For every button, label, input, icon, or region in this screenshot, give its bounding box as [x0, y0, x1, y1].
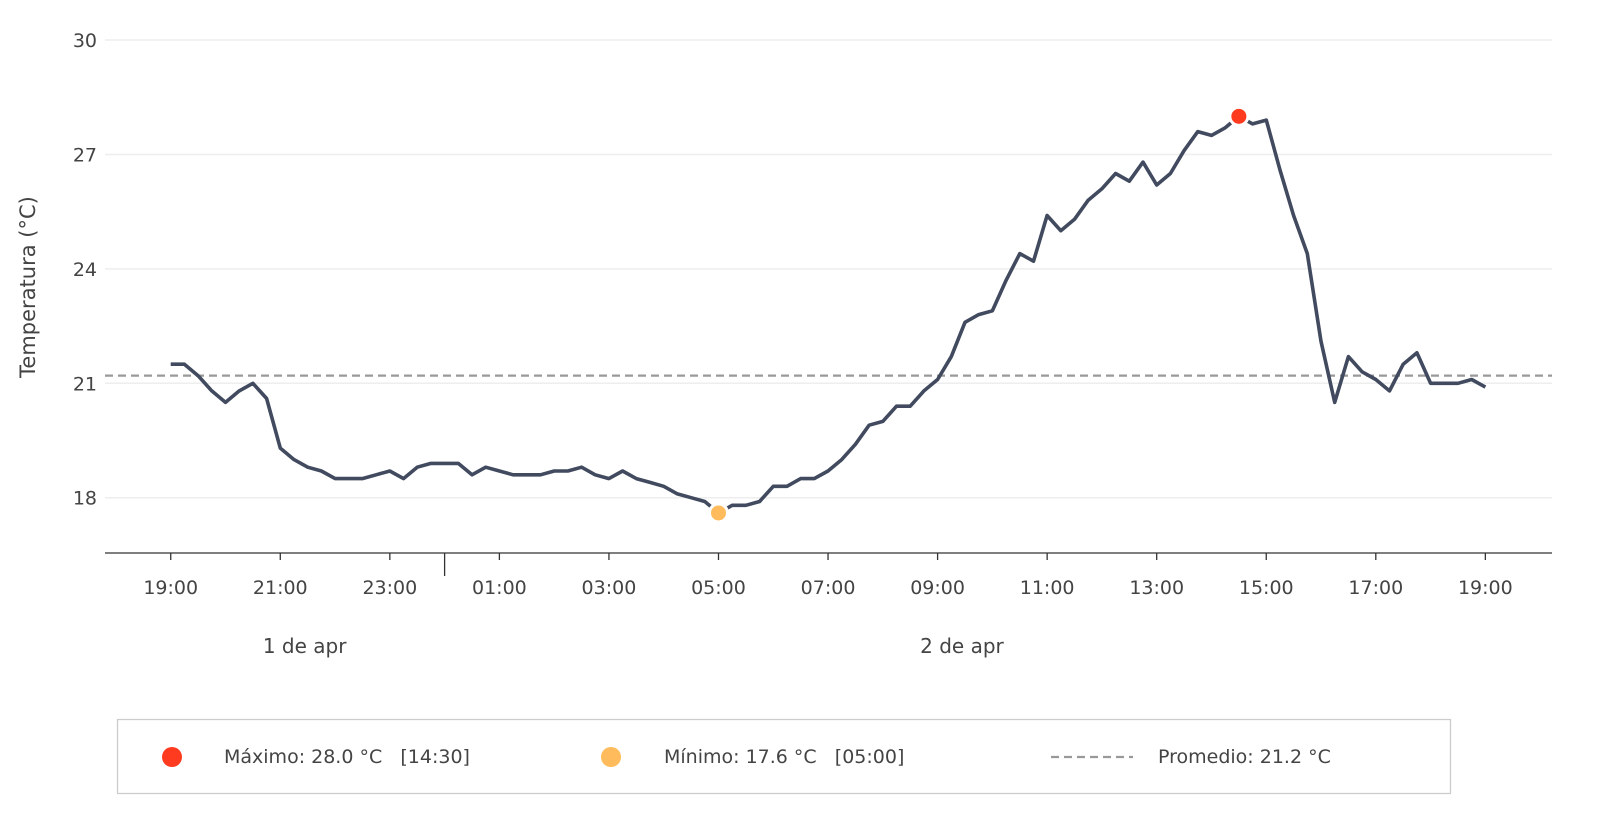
max-point-marker — [1228, 105, 1250, 127]
min-point-marker — [707, 502, 729, 524]
legend-min-label: Mínimo: 17.6 °C [05:00] — [664, 746, 904, 768]
x-tick-label: 23:00 — [362, 577, 417, 599]
day-label: 2 de apr — [920, 634, 1004, 658]
y-axis-label: Temperatura (°C) — [16, 196, 40, 379]
temperature-series-line — [170, 114, 1487, 515]
day-label: 1 de apr — [263, 634, 347, 658]
y-axis-ticks: 18 21 24 27 30 — [73, 30, 97, 510]
grid-lines — [105, 39, 1552, 499]
legend-max-label: Máximo: 28.0 °C [14:30] — [224, 746, 470, 768]
x-axis-ticks: 19:00 21:00 23:00 01:00 03:00 05:00 07:00 09:00… — [143, 553, 1513, 599]
x-tick-label: 15:00 — [1239, 577, 1294, 599]
x-tick-label: 03:00 — [582, 577, 637, 599]
x-tick-label: 01:00 — [472, 577, 527, 599]
legend: Máximo: 28.0 °C [14:30] Mínimo: 17.6 °C … — [116, 718, 1452, 795]
x-tick-label: 05:00 — [691, 577, 746, 599]
y-tick-label: 30 — [73, 30, 97, 52]
x-tick-label: 19:00 — [143, 577, 198, 599]
y-tick-label: 27 — [73, 144, 97, 166]
x-tick-label: 17:00 — [1348, 577, 1403, 599]
day-labels: 1 de apr 2 de apr — [263, 634, 1005, 658]
x-tick-label: 09:00 — [910, 577, 965, 599]
legend-max-marker — [162, 747, 182, 767]
y-tick-label: 18 — [73, 488, 97, 510]
legend-average-label: Promedio: 21.2 °C — [1158, 746, 1331, 768]
x-tick-label: 13:00 — [1129, 577, 1184, 599]
legend-min-marker — [601, 747, 621, 767]
x-tick-label: 21:00 — [253, 577, 308, 599]
y-tick-label: 21 — [73, 373, 97, 395]
y-tick-label: 24 — [73, 259, 97, 281]
legend-box — [116, 718, 1452, 795]
x-tick-label: 11:00 — [1020, 577, 1075, 599]
x-tick-label: 19:00 — [1458, 577, 1513, 599]
x-tick-label: 07:00 — [801, 577, 856, 599]
